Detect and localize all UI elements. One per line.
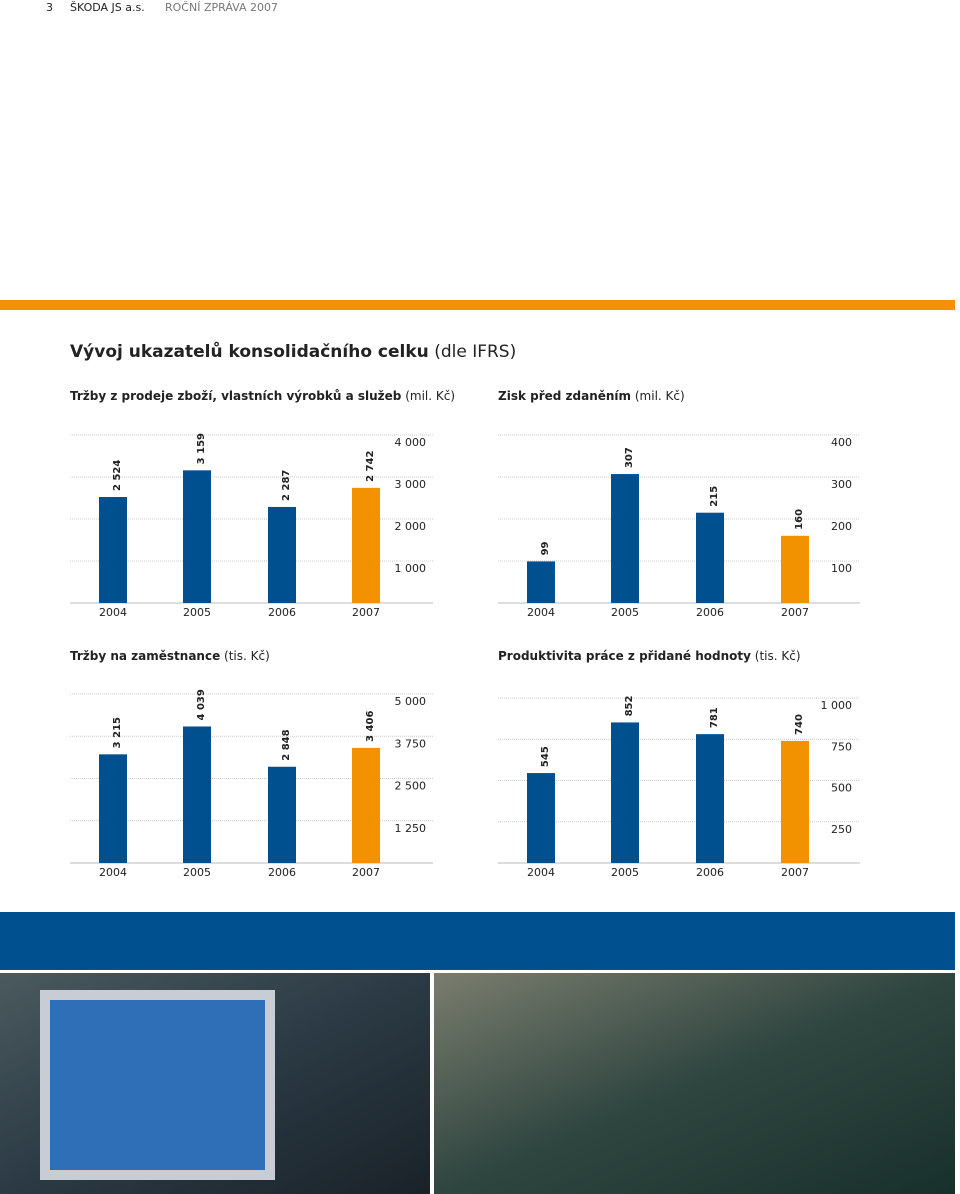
y-tick-label: 200 (831, 520, 852, 533)
bar (611, 474, 639, 603)
chart-title-bold: Tržby z prodeje zboží, vlastních výrobků… (70, 389, 402, 403)
x-tick-label: 2005 (611, 866, 639, 879)
value-label: 2 742 (365, 450, 376, 481)
page-number: 3 (46, 1, 53, 14)
value-label: 852 (624, 696, 635, 717)
y-tick-label: 1 000 (821, 699, 853, 712)
y-tick-label: 100 (831, 562, 852, 575)
bar (696, 734, 724, 863)
chart-title: Zisk před zdaněním (mil. Kč) (498, 389, 685, 403)
bar (527, 561, 555, 603)
y-tick-label: 5 000 (395, 695, 427, 708)
value-label: 99 (540, 541, 551, 555)
x-tick-label: 2005 (611, 606, 639, 619)
x-tick-label: 2005 (183, 866, 211, 879)
bar (183, 470, 211, 603)
value-label: 781 (709, 707, 720, 728)
bar (611, 722, 639, 863)
x-tick-label: 2007 (352, 866, 380, 879)
x-tick-label: 2004 (99, 866, 127, 879)
x-tick-label: 2006 (696, 866, 724, 879)
y-tick-label: 300 (831, 478, 852, 491)
company: ŠKODA JS a.s. (70, 1, 145, 14)
bar (99, 754, 127, 863)
bar (527, 773, 555, 863)
blue-band (0, 912, 955, 970)
x-tick-label: 2006 (696, 606, 724, 619)
bar (781, 535, 809, 603)
value-label: 3 215 (112, 717, 123, 748)
chart-unit: (tis. Kč) (224, 649, 270, 663)
y-tick-label: 750 (831, 740, 852, 753)
chart-title-bold: Tržby na zaměstnance (70, 649, 220, 663)
x-tick-label: 2004 (99, 606, 127, 619)
chart-unit: (mil. Kč) (635, 389, 685, 403)
y-tick-label: 3 000 (395, 478, 427, 491)
x-tick-label: 2004 (527, 866, 555, 879)
x-tick-label: 2004 (527, 606, 555, 619)
value-label: 740 (794, 714, 805, 735)
bar (99, 496, 127, 603)
y-tick-label: 250 (831, 823, 852, 836)
chart-title: Tržby na zaměstnance (tis. Kč) (70, 649, 270, 663)
bar (781, 740, 809, 863)
bar (696, 512, 724, 603)
x-tick-label: 2007 (781, 606, 809, 619)
y-tick-label: 1 250 (395, 822, 427, 835)
bar (268, 506, 296, 603)
chart-unit: (tis. Kč) (755, 649, 801, 663)
chart-title-bold: Produktivita práce z přidané hodnoty (498, 649, 751, 663)
x-tick-label: 2007 (352, 606, 380, 619)
y-tick-label: 400 (831, 436, 852, 449)
value-label: 3 406 (365, 711, 376, 742)
x-tick-label: 2005 (183, 606, 211, 619)
heading-rest: (dle IFRS) (434, 342, 516, 362)
x-tick-label: 2006 (268, 866, 296, 879)
value-label: 2 848 (281, 729, 292, 760)
chart-title-bold: Zisk před zdaněním (498, 389, 631, 403)
value-label: 160 (794, 509, 805, 530)
photo-reactor (434, 973, 955, 1194)
y-tick-label: 500 (831, 782, 852, 795)
value-label: 4 039 (196, 689, 207, 720)
photo-screen (50, 1000, 265, 1170)
bar (352, 747, 380, 863)
x-tick-label: 2007 (781, 866, 809, 879)
value-label: 215 (709, 486, 720, 507)
y-tick-label: 2 000 (395, 520, 427, 533)
value-label: 545 (540, 746, 551, 767)
bar (268, 766, 296, 863)
heading-bold: Vývoj ukazatelů konsolidačního celku (70, 340, 429, 362)
bar (352, 487, 380, 603)
chart-title: Tržby z prodeje zboží, vlastních výrobků… (70, 389, 455, 403)
heading: Vývoj ukazatelů konsolidačního celku (dl… (70, 340, 516, 362)
bar (183, 726, 211, 863)
chart-title: Produktivita práce z přidané hodnoty (ti… (498, 649, 801, 663)
y-tick-label: 4 000 (395, 436, 427, 449)
y-tick-label: 3 750 (395, 737, 427, 750)
orange-band (0, 300, 955, 310)
y-tick-label: 2 500 (395, 780, 427, 793)
value-label: 2 287 (281, 470, 292, 501)
x-tick-label: 2006 (268, 606, 296, 619)
value-label: 2 524 (112, 460, 123, 491)
value-label: 307 (624, 447, 635, 468)
y-tick-label: 1 000 (395, 562, 427, 575)
value-label: 3 159 (196, 433, 207, 464)
report-name: ROČNÍ ZPRÁVA 2007 (165, 1, 278, 14)
chart-unit: (mil. Kč) (405, 389, 455, 403)
